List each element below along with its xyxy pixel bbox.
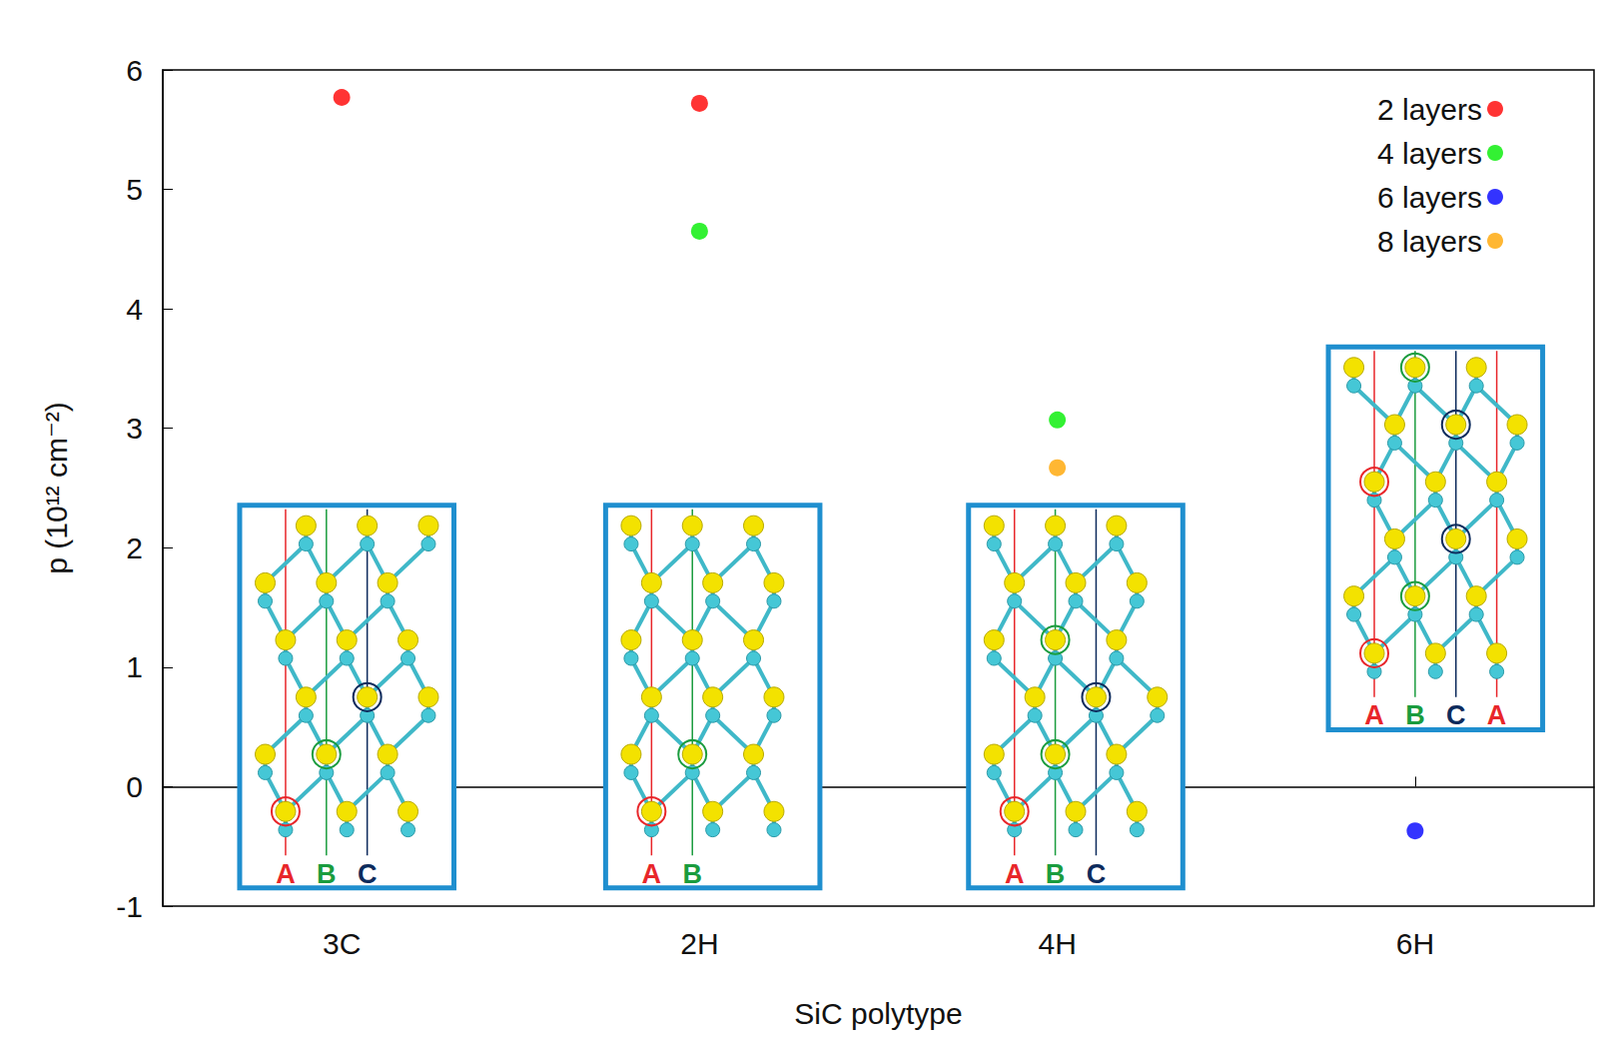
svg-text:-1: -1	[115, 889, 143, 923]
svg-text:2H: 2H	[680, 926, 719, 960]
svg-text:B: B	[682, 858, 703, 889]
svg-text:A: A	[1364, 700, 1385, 731]
svg-text:2 layers: 2 layers	[1377, 92, 1483, 126]
svg-text:1: 1	[125, 650, 143, 684]
svg-text:3C: 3C	[322, 926, 361, 960]
svg-text:B: B	[1405, 700, 1426, 731]
svg-text:6: 6	[125, 53, 143, 87]
svg-text:A: A	[642, 858, 663, 889]
svg-text:A: A	[275, 858, 296, 889]
svg-text:4: 4	[125, 292, 143, 326]
svg-text:A: A	[1004, 858, 1025, 889]
svg-text:2: 2	[125, 531, 143, 565]
svg-text:p (10¹² cm⁻²): p (10¹² cm⁻²)	[39, 401, 73, 575]
svg-text:8 layers: 8 layers	[1377, 224, 1483, 258]
svg-text:0: 0	[125, 770, 143, 803]
svg-text:5: 5	[125, 172, 143, 206]
svg-text:C: C	[1446, 700, 1467, 731]
svg-text:4 layers: 4 layers	[1377, 136, 1483, 170]
svg-text:B: B	[1045, 858, 1066, 889]
svg-text:6H: 6H	[1396, 926, 1435, 960]
svg-text:SiC polytype: SiC polytype	[794, 996, 962, 1030]
svg-text:C: C	[1086, 858, 1107, 889]
svg-text:3: 3	[125, 411, 143, 445]
svg-text:6 layers: 6 layers	[1377, 180, 1483, 214]
svg-text:B: B	[316, 858, 337, 889]
svg-text:4H: 4H	[1037, 926, 1076, 960]
svg-text:A: A	[1487, 700, 1508, 731]
svg-text:C: C	[357, 858, 378, 889]
